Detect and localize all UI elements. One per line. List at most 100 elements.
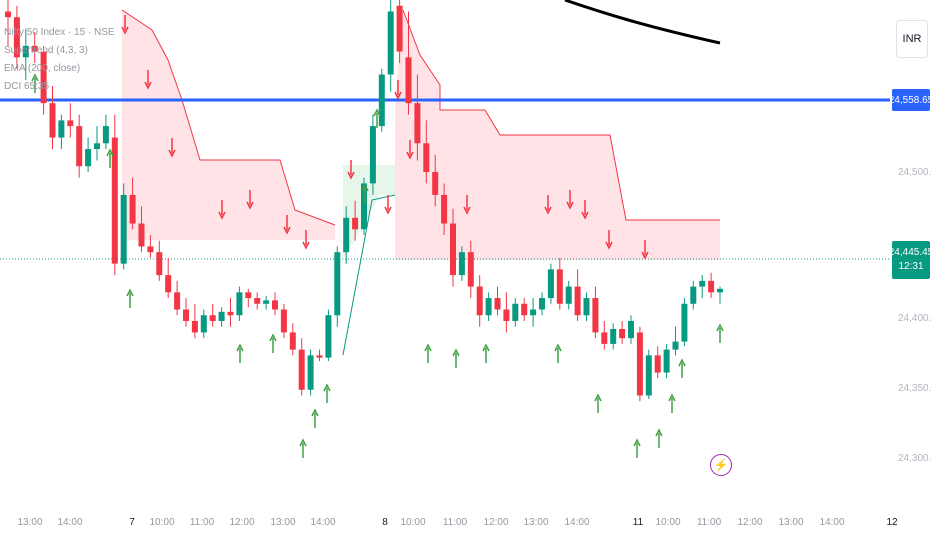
- candle-body: [138, 223, 145, 247]
- candles: [5, 0, 723, 402]
- buy-arrow: [269, 333, 277, 353]
- candle-body: [22, 45, 29, 58]
- time-axis-label: 12:00: [737, 517, 763, 528]
- candle-body: [387, 11, 394, 75]
- buy-arrow: [554, 343, 562, 363]
- candle-body: [76, 126, 83, 167]
- current-price-tag: 24,445.45 12:31: [889, 241, 932, 279]
- candle-body: [485, 298, 492, 316]
- sell-arrow: [544, 195, 552, 215]
- candle-body: [512, 303, 519, 321]
- candle-body: [58, 120, 65, 138]
- candle-body: [49, 103, 56, 138]
- candle-body: [85, 149, 92, 167]
- candle-body: [334, 252, 341, 316]
- candle-body: [405, 57, 412, 104]
- time-axis-label: 11:00: [442, 517, 468, 528]
- candle-body: [298, 349, 305, 390]
- candle-body: [200, 315, 207, 333]
- candle-body: [565, 286, 572, 304]
- candle-body: [31, 45, 38, 52]
- sell-arrow: [566, 190, 574, 210]
- buy-arrow: [594, 393, 602, 413]
- candle-body: [628, 320, 634, 339]
- candle-body: [102, 126, 109, 144]
- sell-arrow: [283, 215, 291, 235]
- candle-body: [67, 120, 74, 127]
- candle-body: [272, 300, 278, 310]
- candle-body: [441, 194, 448, 224]
- sell-arrow: [605, 230, 613, 250]
- buy-arrow: [31, 73, 39, 93]
- candle-body: [574, 286, 581, 316]
- candle-body: [521, 303, 528, 316]
- sell-arrow: [384, 195, 392, 215]
- buy-arrow: [678, 358, 686, 378]
- ema-200-line: [564, 0, 721, 45]
- candle-body: [396, 5, 403, 52]
- indicator-legend: Nifty 50 Index · 15 · NSE Supertrend (4,…: [4, 24, 115, 96]
- time-axis-label: 14:00: [819, 517, 845, 528]
- supertrend-line-down-2: [402, 9, 720, 221]
- candle-body: [147, 246, 154, 253]
- candle-body: [94, 143, 100, 150]
- buy-arrow: [655, 428, 663, 448]
- time-axis-label: 12: [886, 517, 898, 528]
- price-tick: 24,300.00: [898, 453, 932, 464]
- candle-body: [13, 17, 20, 58]
- buy-arrow: [482, 343, 490, 363]
- bar-countdown: 12:31: [898, 261, 924, 272]
- candle-body: [717, 288, 723, 293]
- time-axis-label: 13:00: [17, 517, 43, 528]
- candle-body: [539, 298, 545, 310]
- time-axis-label: 12:00: [483, 517, 509, 528]
- time-axis-label: 14:00: [564, 517, 590, 528]
- candle-body: [191, 320, 198, 333]
- sell-arrow: [302, 230, 310, 250]
- supertrend-line-down-1: [121, 9, 336, 226]
- candle-body: [458, 252, 465, 276]
- price-tick: 24,400.00: [898, 313, 932, 324]
- legend-ema: EMA (200, close): [4, 63, 81, 74]
- sell-arrow: [144, 70, 152, 90]
- level-price-tag: 24,558.65: [889, 89, 932, 111]
- candle-body: [227, 311, 234, 316]
- candle-body: [450, 223, 456, 276]
- currency-button[interactable]: INR: [896, 20, 928, 58]
- candle-body: [307, 355, 314, 390]
- candle-body: [672, 341, 679, 350]
- candle-body: [583, 298, 590, 316]
- candle-body: [645, 355, 652, 396]
- candle-body: [619, 329, 626, 339]
- candle-body: [423, 143, 430, 172]
- lightning-icon[interactable]: ⚡: [710, 454, 732, 476]
- sell-arrow: [406, 140, 414, 160]
- price-tick: 24,350.00: [898, 383, 932, 394]
- buy-arrow: [633, 438, 641, 458]
- sell-arrow: [347, 160, 355, 180]
- candle-body: [209, 315, 216, 321]
- candle-body: [467, 252, 474, 287]
- time-axis-label: 11:00: [696, 517, 722, 528]
- time-axis-label: 13:00: [270, 517, 296, 528]
- candle-body: [156, 252, 163, 276]
- candle-body: [530, 309, 537, 316]
- candle-body: [654, 355, 661, 373]
- candle-body: [708, 280, 715, 293]
- sell-arrow: [168, 138, 176, 158]
- sell-arrow: [246, 190, 254, 210]
- candle-body: [325, 315, 332, 358]
- time-axis-label: 11:00: [189, 517, 215, 528]
- buy-arrow: [323, 383, 331, 403]
- candle-body: [254, 298, 261, 304]
- candle-body: [40, 51, 47, 104]
- candle-body: [690, 286, 697, 304]
- candle-body: [414, 103, 421, 144]
- time-axis-label: 13:00: [778, 517, 804, 528]
- supertrend-band-up: [343, 165, 395, 355]
- time-axis-label: 12:00: [229, 517, 255, 528]
- buy-arrow: [716, 323, 724, 343]
- candle-body: [218, 311, 225, 321]
- candle-body: [663, 349, 670, 373]
